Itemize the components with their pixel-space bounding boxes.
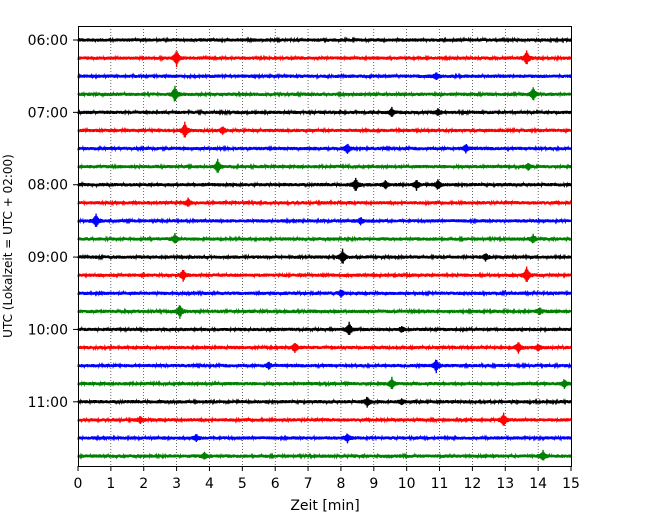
x-tick-label: 15 xyxy=(562,476,580,492)
trace-0700 xyxy=(77,106,572,117)
trace-0730 xyxy=(77,143,572,154)
y-axis-title: UTC (Lokalzeit = UTC + 02:00) xyxy=(1,154,15,338)
trace-group xyxy=(77,36,572,461)
trace-0915 xyxy=(77,266,572,282)
x-axis-title: Zeit [min] xyxy=(290,498,359,514)
x-axis: 0 1 2 3 4 5 6 7 8 9 10 11 12 13 14 15 xyxy=(74,466,580,492)
trace-1030 xyxy=(77,359,572,374)
y-axis: 06:00 07:00 08:00 09:00 10:00 11:00 xyxy=(28,33,78,411)
x-tick-label: 11 xyxy=(431,476,449,492)
plot-frame xyxy=(78,26,572,467)
x-tick-label: 3 xyxy=(172,476,181,492)
x-tick-label: 6 xyxy=(271,476,280,492)
x-tick-label: 13 xyxy=(496,476,514,492)
trace-0930 xyxy=(77,289,572,298)
trace-1115 xyxy=(77,412,572,427)
x-tick-label: 4 xyxy=(205,476,214,492)
grid-lines xyxy=(110,26,539,466)
trace-1100 xyxy=(77,396,572,408)
x-tick-label: 8 xyxy=(336,476,345,492)
x-tick-label: 0 xyxy=(74,476,83,492)
trace-0630 xyxy=(77,72,572,81)
trace-0745 xyxy=(77,158,572,173)
y-tick-label: 10:00 xyxy=(28,322,68,338)
trace-1000 xyxy=(77,321,572,336)
trace-0600 xyxy=(77,36,572,44)
trace-0615 xyxy=(77,50,572,68)
y-tick-label: 09:00 xyxy=(28,250,68,266)
trace-0715 xyxy=(77,121,572,138)
trace-1045 xyxy=(77,376,572,390)
x-tick-label: 14 xyxy=(529,476,547,492)
x-tick-label: 12 xyxy=(463,476,481,492)
trace-0945 xyxy=(77,305,572,319)
x-tick-label: 1 xyxy=(106,476,115,492)
trace-1145 xyxy=(77,449,572,461)
trace-0900 xyxy=(77,248,572,264)
x-tick-label: 2 xyxy=(139,476,148,492)
trace-0815 xyxy=(77,197,572,207)
y-tick-label: 06:00 xyxy=(28,33,68,49)
trace-1130 xyxy=(77,433,572,444)
trace-0845 xyxy=(77,233,572,244)
y-tick-label: 08:00 xyxy=(28,178,68,194)
x-tick-label: 5 xyxy=(238,476,247,492)
trace-0800 xyxy=(77,177,572,191)
y-tick-label: 07:00 xyxy=(28,105,68,121)
trace-0645 xyxy=(77,85,572,102)
trace-0830 xyxy=(77,213,572,227)
x-tick-label: 9 xyxy=(369,476,378,492)
y-tick-label: 11:00 xyxy=(28,395,68,411)
x-tick-label: 7 xyxy=(304,476,313,492)
x-tick-label: 10 xyxy=(398,476,416,492)
trace-1015 xyxy=(77,342,572,354)
